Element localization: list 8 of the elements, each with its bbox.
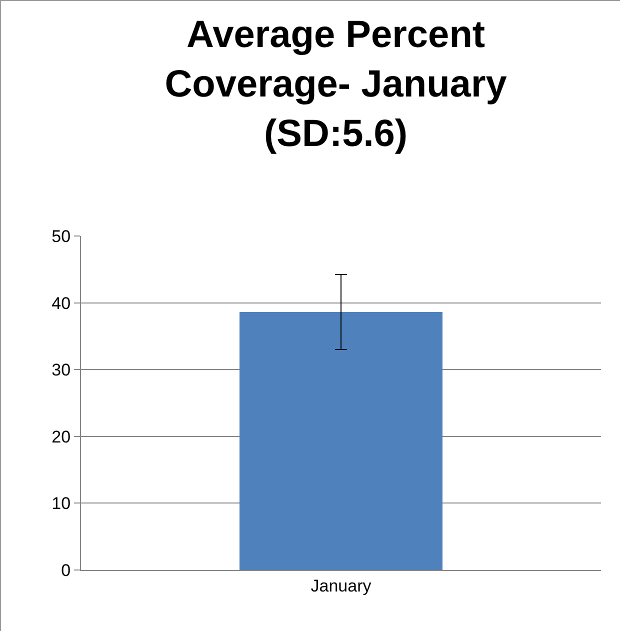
y-tick-label: 20 — [52, 427, 71, 446]
y-tick-label: 40 — [52, 294, 71, 313]
y-tick-label: 50 — [52, 226, 71, 246]
chart-title: Average Percent Coverage- January (SD:5.6) — [164, 14, 507, 155]
y-tick-label: 10 — [52, 494, 71, 514]
y-tick-label: 30 — [52, 360, 71, 380]
y-tick-label: 0 — [61, 560, 71, 580]
x-tick-label: January — [310, 576, 372, 596]
